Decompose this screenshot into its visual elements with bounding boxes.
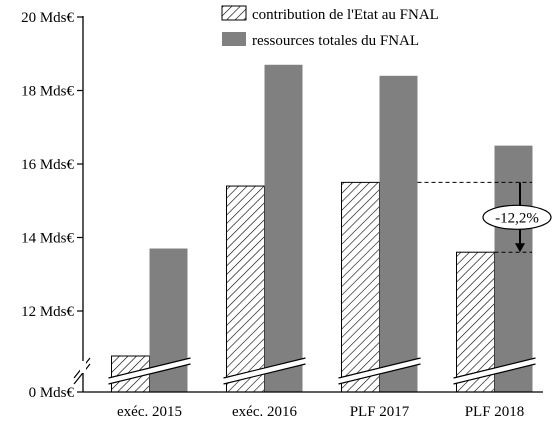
y-tick-label-5: 20 Mds€ [21,10,74,26]
x-tick-label-3: PLF 2018 [465,404,525,420]
x-tick-label-0: exéc. 2015 [117,404,182,420]
legend: contribution de l'Etat au FNAL ressources… [221,5,439,49]
legend-label-0: contribution de l'Etat au FNAL [252,7,439,23]
y-tick-label-2: 14 Mds€ [21,231,74,247]
legend-swatch-0 [221,5,247,21]
axis-break-gap [80,361,86,373]
axis-break-band [108,358,191,384]
y-tick-label-3: 16 Mds€ [21,157,74,173]
bar-contribution-3 [456,251,495,393]
bar-contribution-1 [226,185,265,393]
y-tick-label-4: 18 Mds€ [21,84,74,100]
axis-break-line [338,363,421,385]
bars-layer [111,64,533,393]
axis-break-line [453,357,536,379]
axis-break-line [338,357,421,379]
annotation-arrow-head [515,243,525,253]
annotation-label: -12,2% [495,210,539,226]
legend-swatch-1 [222,32,246,46]
annotation-layer: -12,2% [417,181,552,253]
axis-break-line [223,357,306,379]
bar-ressources-3 [494,145,533,392]
labels-layer: exéc. 2015 exéc. 2016 PLF 2017 PLF 2018 0 Md… [21,10,524,420]
annotation-bubble [482,204,552,230]
bar-contribution-2 [341,181,380,393]
axis-break-line [73,363,91,385]
y-tick-label-0: 0 Mds€ [29,385,75,401]
x-tick-label-1: exéc. 2016 [232,404,297,420]
axis-break-band [223,358,306,384]
y-tick-label-1: 12 Mds€ [21,304,74,320]
axis-break-line [108,363,191,385]
axis-break-line [108,357,191,379]
axis-break-layer [73,357,536,385]
axis-break-band [453,358,536,384]
axis-break-line [453,363,536,385]
axis-break-band [338,358,421,384]
bar-ressources-2 [379,75,418,393]
legend-label-1: ressources totales du FNAL [252,33,419,49]
axis-break-line [223,363,306,385]
bar-ressources-1 [264,64,303,393]
axes-layer [77,16,543,393]
x-tick-label-2: PLF 2017 [350,404,410,420]
